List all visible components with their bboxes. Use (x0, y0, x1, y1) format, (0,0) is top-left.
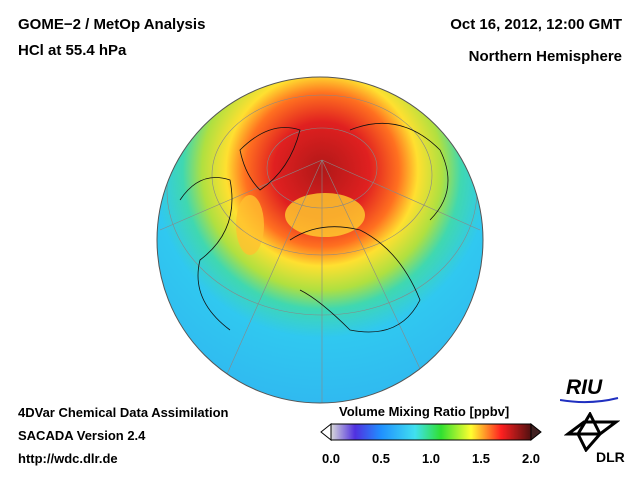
map-date: Oct 16, 2012, 12:00 GMT (450, 16, 622, 33)
coastlines (179, 122, 449, 333)
riu-logo: RIU (566, 376, 603, 399)
map-region: Northern Hemisphere (468, 48, 622, 65)
colorbar-tick: 1.5 (471, 451, 491, 466)
colorbar-tick: 0.5 (371, 451, 391, 466)
low-region (285, 193, 365, 237)
colorbar-title: Volume Mixing Ratio [ppbv] (339, 404, 510, 419)
colorbar-tick: 0.0 (321, 451, 341, 466)
colorbar (320, 422, 542, 442)
map-title: GOME−2 / MetOp Analysis (18, 16, 206, 33)
map-subtitle: HCl at 55.4 hPa (18, 42, 127, 59)
dlr-logo-text: DLR (596, 449, 625, 465)
colorbar-tick: 2.0 (521, 451, 541, 466)
dlr-logo-icon (564, 412, 620, 452)
footer-line2: SACADA Version 2.4 (18, 428, 146, 443)
riu-wave (560, 397, 619, 404)
footer-url[interactable]: http://wdc.dlr.de (18, 451, 118, 466)
colorbar-tick: 1.0 (421, 451, 441, 466)
footer-line1: 4DVar Chemical Data Assimilation (18, 405, 229, 420)
